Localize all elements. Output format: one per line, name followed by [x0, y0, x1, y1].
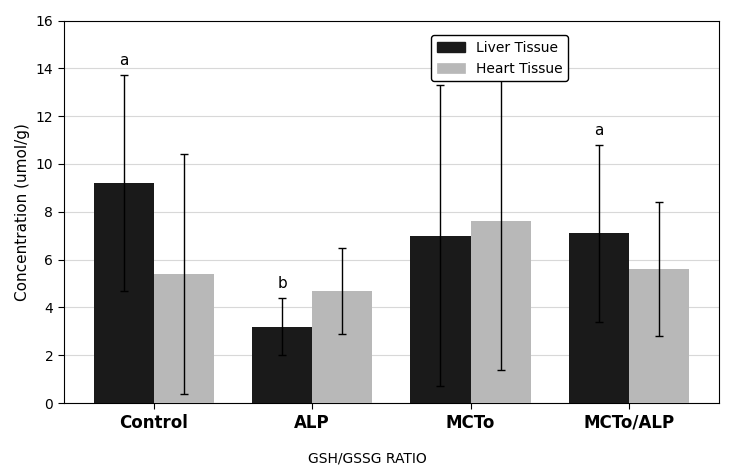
- Text: GSH/GSSG RATIO: GSH/GSSG RATIO: [308, 451, 426, 465]
- Bar: [93, 183, 153, 403]
- Bar: [410, 235, 470, 403]
- Text: b: b: [277, 276, 287, 291]
- Bar: [252, 327, 312, 403]
- Bar: [470, 221, 531, 403]
- Text: a: a: [436, 63, 445, 78]
- Bar: [569, 233, 629, 403]
- Y-axis label: Concentration (umol/g): Concentration (umol/g): [15, 123, 30, 301]
- Bar: [629, 269, 689, 403]
- Bar: [312, 291, 372, 403]
- Text: a: a: [119, 53, 128, 68]
- Text: a: a: [595, 123, 603, 138]
- Legend: Liver Tissue, Heart Tissue: Liver Tissue, Heart Tissue: [432, 35, 568, 81]
- Bar: [153, 274, 214, 403]
